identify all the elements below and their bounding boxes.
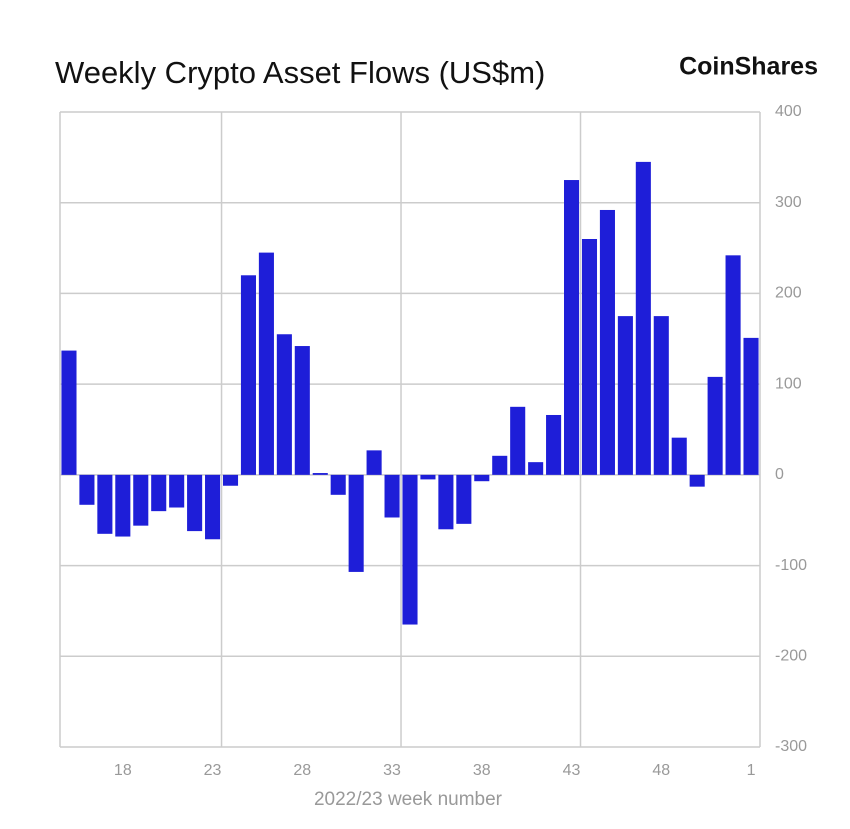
brand-logo: CoinShares — [679, 53, 818, 81]
bar — [294, 346, 310, 475]
bar — [635, 161, 651, 475]
y-tick-label: -200 — [775, 648, 807, 665]
bar — [402, 474, 418, 625]
bar — [653, 316, 669, 475]
bar — [564, 180, 580, 475]
bar — [743, 337, 759, 475]
bar — [61, 350, 77, 475]
bar — [115, 474, 131, 537]
y-tick-label: -100 — [775, 557, 807, 574]
bar — [330, 474, 346, 495]
bar — [79, 474, 95, 505]
bar — [258, 252, 274, 475]
bar — [581, 239, 598, 475]
x-tick-label: 33 — [383, 762, 401, 779]
y-tick-label: 200 — [775, 285, 802, 302]
y-tick-label: -300 — [775, 738, 807, 755]
y-tick-label: 100 — [775, 375, 802, 392]
bar — [474, 474, 490, 482]
bar — [151, 474, 167, 512]
x-tick-label: 43 — [563, 762, 581, 779]
bar — [599, 209, 615, 475]
bar — [187, 474, 203, 532]
x-tick-label: 1 — [747, 762, 756, 779]
bar — [222, 474, 239, 486]
x-tick-label: 48 — [652, 762, 670, 779]
chart-title: Weekly Crypto Asset Flows (US$m) — [55, 55, 545, 90]
bar — [312, 473, 328, 475]
bar — [97, 474, 113, 534]
bar — [169, 474, 185, 508]
x-tick-label: 18 — [114, 762, 132, 779]
bar — [240, 275, 256, 475]
bar — [420, 474, 436, 480]
bar — [366, 450, 382, 475]
bar — [546, 414, 562, 475]
y-tick-label: 300 — [775, 194, 802, 211]
bar — [348, 474, 364, 572]
bar — [528, 462, 544, 475]
x-tick-label: 28 — [293, 762, 311, 779]
x-tick-label: 38 — [473, 762, 491, 779]
y-tick-label: 0 — [775, 466, 784, 483]
bar — [707, 376, 723, 475]
bar — [133, 474, 149, 526]
bar — [205, 474, 221, 540]
bar — [689, 474, 705, 487]
bar — [384, 474, 400, 518]
bar — [438, 474, 454, 530]
bar — [617, 316, 633, 475]
bar — [725, 255, 741, 475]
bar — [492, 455, 508, 475]
bar — [671, 437, 687, 475]
bar — [276, 334, 292, 475]
y-tick-label: 400 — [775, 103, 802, 120]
bar — [510, 406, 526, 475]
bar — [456, 474, 472, 524]
x-axis-label: 2022/23 week number — [314, 789, 503, 810]
x-tick-label: 23 — [204, 762, 222, 779]
